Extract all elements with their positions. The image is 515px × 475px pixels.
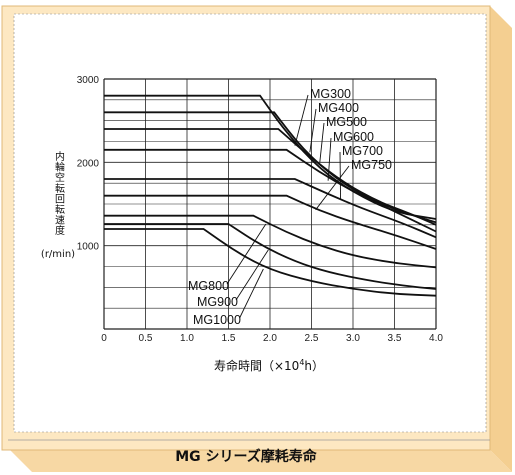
series-line-mg750 xyxy=(104,194,437,250)
y-tick-label: 3000 xyxy=(77,75,100,86)
x-tick-label: 0.5 xyxy=(139,333,153,344)
y-tick-label: 2000 xyxy=(77,158,100,169)
figure-caption: MG シリーズ摩耗寿命 xyxy=(175,448,318,465)
x-tick-label: 3.0 xyxy=(346,333,360,344)
series-line-mg800 xyxy=(104,214,437,269)
x-tick-label: 1.5 xyxy=(222,333,236,344)
x-axis-title-sup: 4 xyxy=(299,358,304,367)
leader-mg800 xyxy=(226,223,267,285)
series-label-mg500: MG500 xyxy=(326,115,367,129)
series-line-mg500 xyxy=(104,128,437,226)
y-axis-unit: (r/min) xyxy=(41,249,75,260)
x-tick-labels: 0 0.5 1.0 1.5 2.0 2.5 3.0 3.5 4.0 xyxy=(101,333,443,344)
series-label-mg900: MG900 xyxy=(197,295,238,309)
x-tick-label: 1.0 xyxy=(180,333,194,344)
leader-mg700 xyxy=(339,151,341,200)
series-label-mg750: MG750 xyxy=(351,158,392,172)
series-label-mg400: MG400 xyxy=(318,101,359,115)
series-label-mg300: MG300 xyxy=(310,87,351,101)
leader-mg900 xyxy=(235,249,269,301)
x-axis-title: 寿命時間（×104h） xyxy=(214,358,324,373)
y-tick-labels: 1000 2000 3000 xyxy=(77,75,100,253)
series-line-mg400 xyxy=(104,111,437,224)
x-tick-label: 3.5 xyxy=(388,333,402,344)
x-tick-label: 4.0 xyxy=(429,333,443,344)
series-line-mg1000 xyxy=(104,228,437,297)
series-label-mg600: MG600 xyxy=(333,130,374,144)
leader-mg750 xyxy=(315,165,350,211)
series-label-mg800: MG800 xyxy=(188,279,229,293)
y-tick-label: 1000 xyxy=(77,242,100,253)
leader-mg1000 xyxy=(239,268,264,319)
y-axis-title: 内輪空転回転速度 xyxy=(55,150,65,237)
grid xyxy=(103,78,437,330)
plot-paper xyxy=(13,13,487,433)
leader-mg600 xyxy=(327,137,332,181)
series-line-mg700 xyxy=(104,178,437,239)
series-label-mg700: MG700 xyxy=(342,144,383,158)
x-tick-label: 0 xyxy=(101,333,107,344)
leader-mg300 xyxy=(294,94,309,146)
panel-side-right xyxy=(490,6,512,472)
curves xyxy=(104,94,437,297)
background-panel xyxy=(1,5,512,472)
x-axis-title-prefix: 寿命時間（×10 xyxy=(214,358,299,373)
x-tick-label: 2.5 xyxy=(305,333,319,344)
series-label-mg1000: MG1000 xyxy=(193,313,241,327)
panel-side-bottom xyxy=(10,450,512,472)
leader-mg400 xyxy=(309,108,317,153)
label-leaders xyxy=(226,94,350,319)
series-line-mg900 xyxy=(104,223,437,290)
leader-mg500 xyxy=(319,122,325,163)
x-axis-title-suffix: h） xyxy=(304,359,324,373)
x-tick-label: 2.0 xyxy=(263,333,277,344)
